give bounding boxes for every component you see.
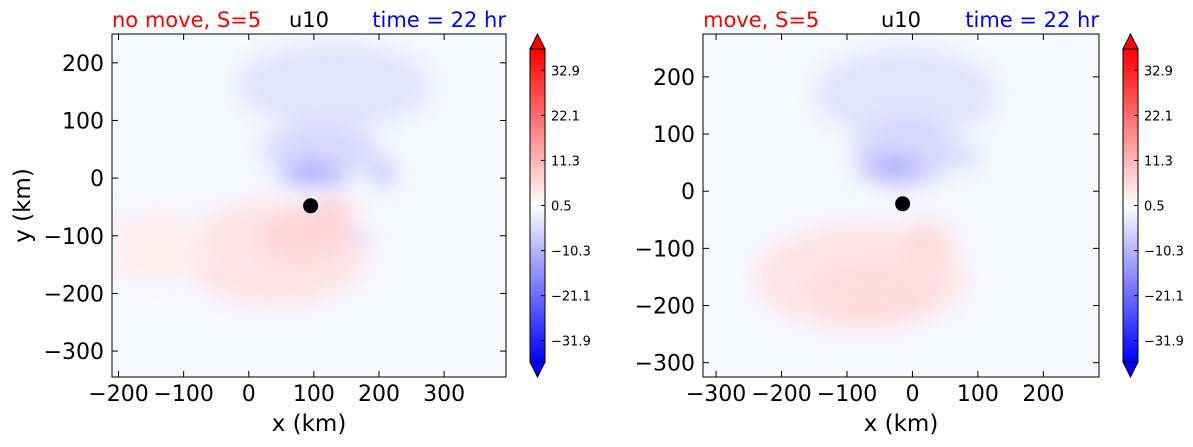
title-right: time = 22 hr	[965, 8, 1099, 32]
y-tick-label: −200	[635, 295, 695, 320]
y-tick-label: −100	[44, 225, 104, 250]
field-region	[261, 212, 340, 259]
title-center: u10	[289, 8, 329, 32]
field-region	[235, 42, 432, 130]
y-axis-label: y (km)	[10, 168, 36, 243]
x-tick-label: −100	[817, 382, 877, 407]
field-region	[899, 219, 952, 266]
y-tick-label: 200	[62, 52, 104, 77]
colorbar: 32.9 22.1 11.3 0.5 −10.3 −21.1 −31.9	[529, 32, 591, 379]
colorbar-tick-label: 11.3	[551, 154, 580, 169]
field-regions	[755, 48, 998, 329]
storm-center-marker	[303, 198, 319, 214]
colorbar-tick-label: 32.9	[1144, 64, 1173, 79]
title-center: u10	[881, 8, 921, 32]
y-tick-label: −300	[635, 352, 695, 377]
x-tick-label: 100	[957, 382, 999, 407]
y-tick-label: 0	[90, 167, 104, 192]
y-tick-label: −100	[635, 237, 695, 262]
title-right: time = 22 hr	[372, 8, 506, 32]
y-tick-label: 100	[62, 109, 104, 134]
y-tick-label: 0	[681, 180, 695, 205]
colorbar-tick-label: −10.3	[551, 245, 591, 260]
title-left: no move, S=5	[112, 8, 261, 32]
colorbar-max-extend	[1122, 32, 1139, 50]
x-tick-label: 300	[423, 382, 465, 407]
x-tick-label: 200	[1022, 382, 1064, 407]
y-tick-label: −300	[44, 340, 104, 365]
y-tick-label: −200	[44, 282, 104, 307]
x-tick-label: −200	[751, 382, 811, 407]
x-tick-label: −300	[686, 382, 746, 407]
title-left: move, S=5	[703, 8, 819, 32]
colorbar-tick-label: −21.1	[551, 290, 591, 305]
colorbar-min-extend	[1122, 361, 1139, 379]
field-region	[261, 123, 380, 176]
colorbar-tick-label: −31.9	[551, 335, 591, 350]
colorbar-min-extend	[529, 361, 546, 379]
plot-frame	[702, 33, 1100, 378]
colorbar-tick-label: 22.1	[1144, 109, 1173, 124]
y-tick-label: 100	[653, 123, 695, 148]
x-tick-label: −200	[88, 382, 148, 407]
colorbar-tick-label: 32.9	[551, 64, 580, 79]
colorbar-max-extend	[529, 32, 546, 50]
colorbar-tick-label: 11.3	[1144, 154, 1173, 169]
field-regions	[112, 42, 432, 305]
field-region	[814, 265, 933, 323]
x-tick-label: 100	[293, 382, 335, 407]
storm-center-marker	[895, 196, 911, 212]
x-axis-label: x (km)	[864, 411, 939, 437]
field-region	[369, 160, 396, 184]
y-tick-label: 200	[653, 66, 695, 91]
colorbar-tick-label: −31.9	[1144, 335, 1184, 350]
colorbar-tick-label: 0.5	[551, 200, 572, 215]
colorbar-tick-label: −21.1	[1144, 290, 1184, 305]
x-axis-label: x (km)	[272, 411, 347, 437]
field-region	[112, 212, 210, 282]
field-region	[958, 148, 978, 166]
x-tick-label: 0	[905, 382, 919, 407]
panel-1: −200 −100 0 100 200 3002001000−100−200−300no …	[10, 8, 591, 437]
colorbar: 32.9 22.1 11.3 0.5 −10.3 −21.1 −31.9	[1122, 32, 1184, 379]
panel-2: −300 −200 −100 0 100 2002001000−100−200−300mo…	[635, 8, 1184, 437]
plot-frame	[111, 33, 507, 378]
field-region	[294, 162, 327, 177]
colorbar-tick-label: 22.1	[551, 109, 580, 124]
x-tick-label: −100	[153, 382, 213, 407]
field-region	[814, 48, 998, 140]
x-tick-label: 200	[358, 382, 400, 407]
x-tick-label: 0	[242, 382, 256, 407]
colorbar-tick-label: −10.3	[1144, 245, 1184, 260]
colorbar-tick-label: 0.5	[1144, 200, 1165, 215]
heatmap-field	[112, 34, 506, 377]
field-region	[883, 158, 910, 173]
field-region	[313, 198, 353, 228]
